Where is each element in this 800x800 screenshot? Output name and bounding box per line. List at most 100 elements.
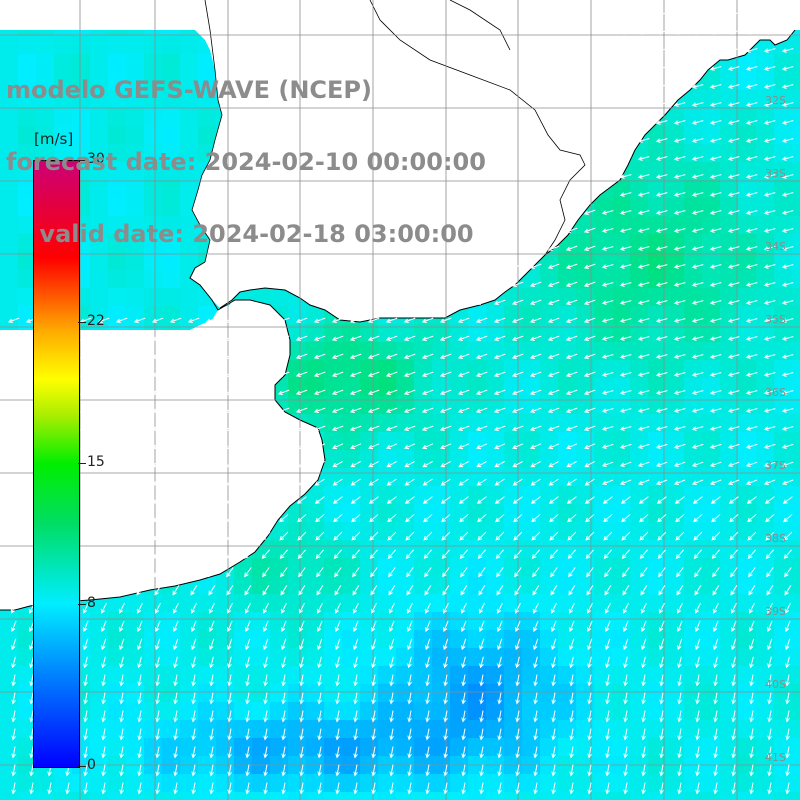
wind-arrow [335,728,340,741]
wind-arrow [781,66,794,71]
wind-arrow [279,531,289,541]
wind-arrow [154,567,162,578]
wind-arrow [727,354,740,359]
wind-cell [342,702,361,721]
wind-arrow [619,12,632,17]
wind-arrow [259,335,272,341]
wind-cell [288,594,307,613]
wind-arrow [745,282,758,287]
wind-arrow [97,317,110,323]
wind-arrow [191,710,196,723]
wind-arrow [353,710,358,723]
colorbar-tick [78,160,86,161]
wind-cell [378,594,397,613]
wind-cell [630,666,649,685]
wind-arrow [151,317,164,323]
wind-arrow [385,353,398,359]
wind-arrow [387,514,397,523]
wind-arrow [497,764,502,777]
wind-cell [342,684,361,703]
wind-arrow [79,389,92,395]
wind-cell [720,774,739,793]
wind-arrow [460,585,468,596]
wind-arrow [677,782,682,795]
wind-arrow [692,496,703,504]
wind-cell [180,720,199,739]
wind-arrow [695,710,700,723]
wind-arrow [691,156,704,161]
wind-arrow [317,692,322,705]
wind-arrow [673,12,686,17]
wind-arrow [389,728,394,741]
wind-arrow [691,48,704,53]
wind-arrow [119,674,124,687]
wind-cell [576,468,595,487]
wind-cell [216,738,235,757]
wind-cell [792,270,800,289]
wind-arrow [763,408,776,413]
wind-arrow [693,531,703,541]
wind-arrow [515,674,520,687]
wind-cell [0,720,19,739]
wind-cell [342,558,361,577]
wind-cell [0,666,19,685]
wind-arrow [530,443,542,450]
wind-cell [198,666,217,685]
wind-cell [522,774,541,793]
wind-cell [702,594,721,613]
wind-cell [756,792,775,800]
wind-arrow [191,656,196,669]
wind-cell [594,774,613,793]
wind-arrow [605,728,610,741]
wind-arrow [350,478,361,486]
wind-cell [612,522,631,541]
wind-arrow [405,531,415,541]
wind-arrow [207,514,217,523]
wind-arrow [209,656,214,669]
wind-arrow [206,443,218,450]
wind-arrow [242,460,254,468]
wind-arrow [727,264,740,269]
wind-arrow [241,371,254,377]
wind-arrow [457,317,470,323]
wind-cell [198,702,217,721]
wind-arrow [529,371,542,377]
wind-arrow [335,656,340,669]
wind-cell [576,774,595,793]
wind-cell [612,666,631,685]
wind-cell [792,450,800,469]
wind-arrow [277,317,290,323]
wind-arrow [226,602,233,614]
wind-arrow [569,710,574,723]
wind-cell [558,720,577,739]
wind-arrow [655,336,668,341]
wind-arrow [565,227,578,233]
wind-arrow [352,602,359,614]
wind-cell [108,126,127,145]
wind-arrow [529,425,542,431]
wind-arrow [533,782,538,795]
wind-cell [54,144,73,163]
wind-arrow [151,389,164,395]
wind-arrow [565,245,578,251]
wind-cell [738,522,757,541]
wind-arrow [709,318,722,323]
wind-cell [306,558,325,577]
wind-arrow [605,692,610,705]
wind-arrow [191,674,196,687]
wind-cell [576,486,595,505]
wind-cell [756,486,775,505]
wind-arrow [421,335,434,341]
wind-arrow [781,372,794,377]
wind-arrow [280,567,288,578]
wind-arrow [693,514,703,523]
wind-arrow [223,371,236,377]
wind-cell [612,738,631,757]
wind-cell [252,684,271,703]
wind-arrow [530,460,542,468]
wind-cell [792,630,800,649]
wind-cell [72,792,91,800]
wind-arrow [297,531,307,541]
wind-arrow [532,567,540,578]
wind-arrow [569,638,575,651]
